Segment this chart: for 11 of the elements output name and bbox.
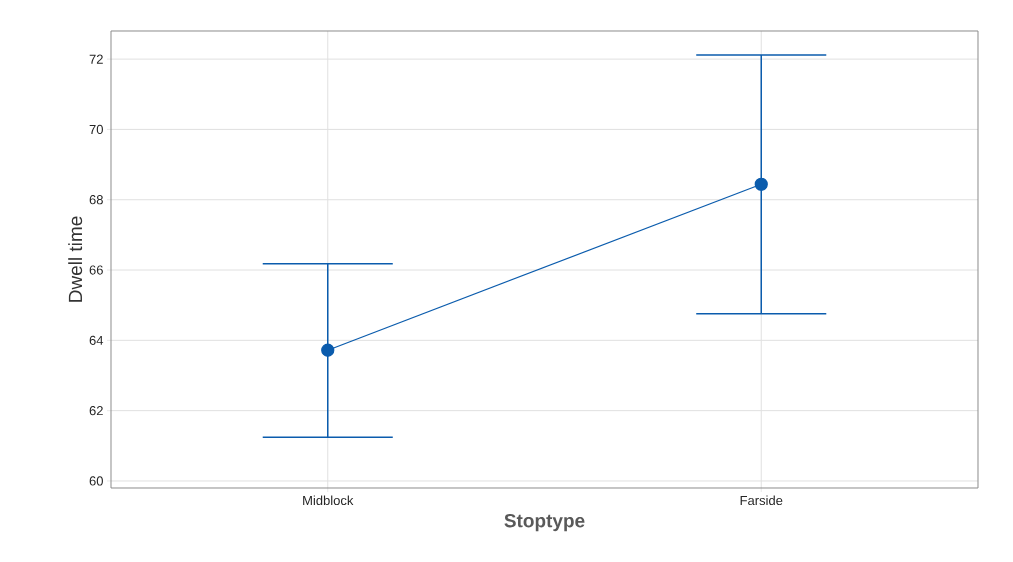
y-tick-label: 66: [89, 265, 103, 275]
y-tick-label: 72: [89, 54, 103, 64]
y-tick-label: 68: [89, 195, 103, 205]
y-tick-label: 70: [89, 124, 103, 135]
x-tick-label: Midblock: [303, 495, 354, 506]
x-tick-label: Farside: [740, 495, 783, 506]
x-axis-title: Stoptype: [504, 513, 585, 532]
y-tick-label: 62: [89, 406, 103, 416]
y-tick-label: 64: [89, 335, 104, 345]
y-axis-title: Dwell time: [68, 216, 83, 302]
y-tick-label: 60: [89, 476, 103, 486]
